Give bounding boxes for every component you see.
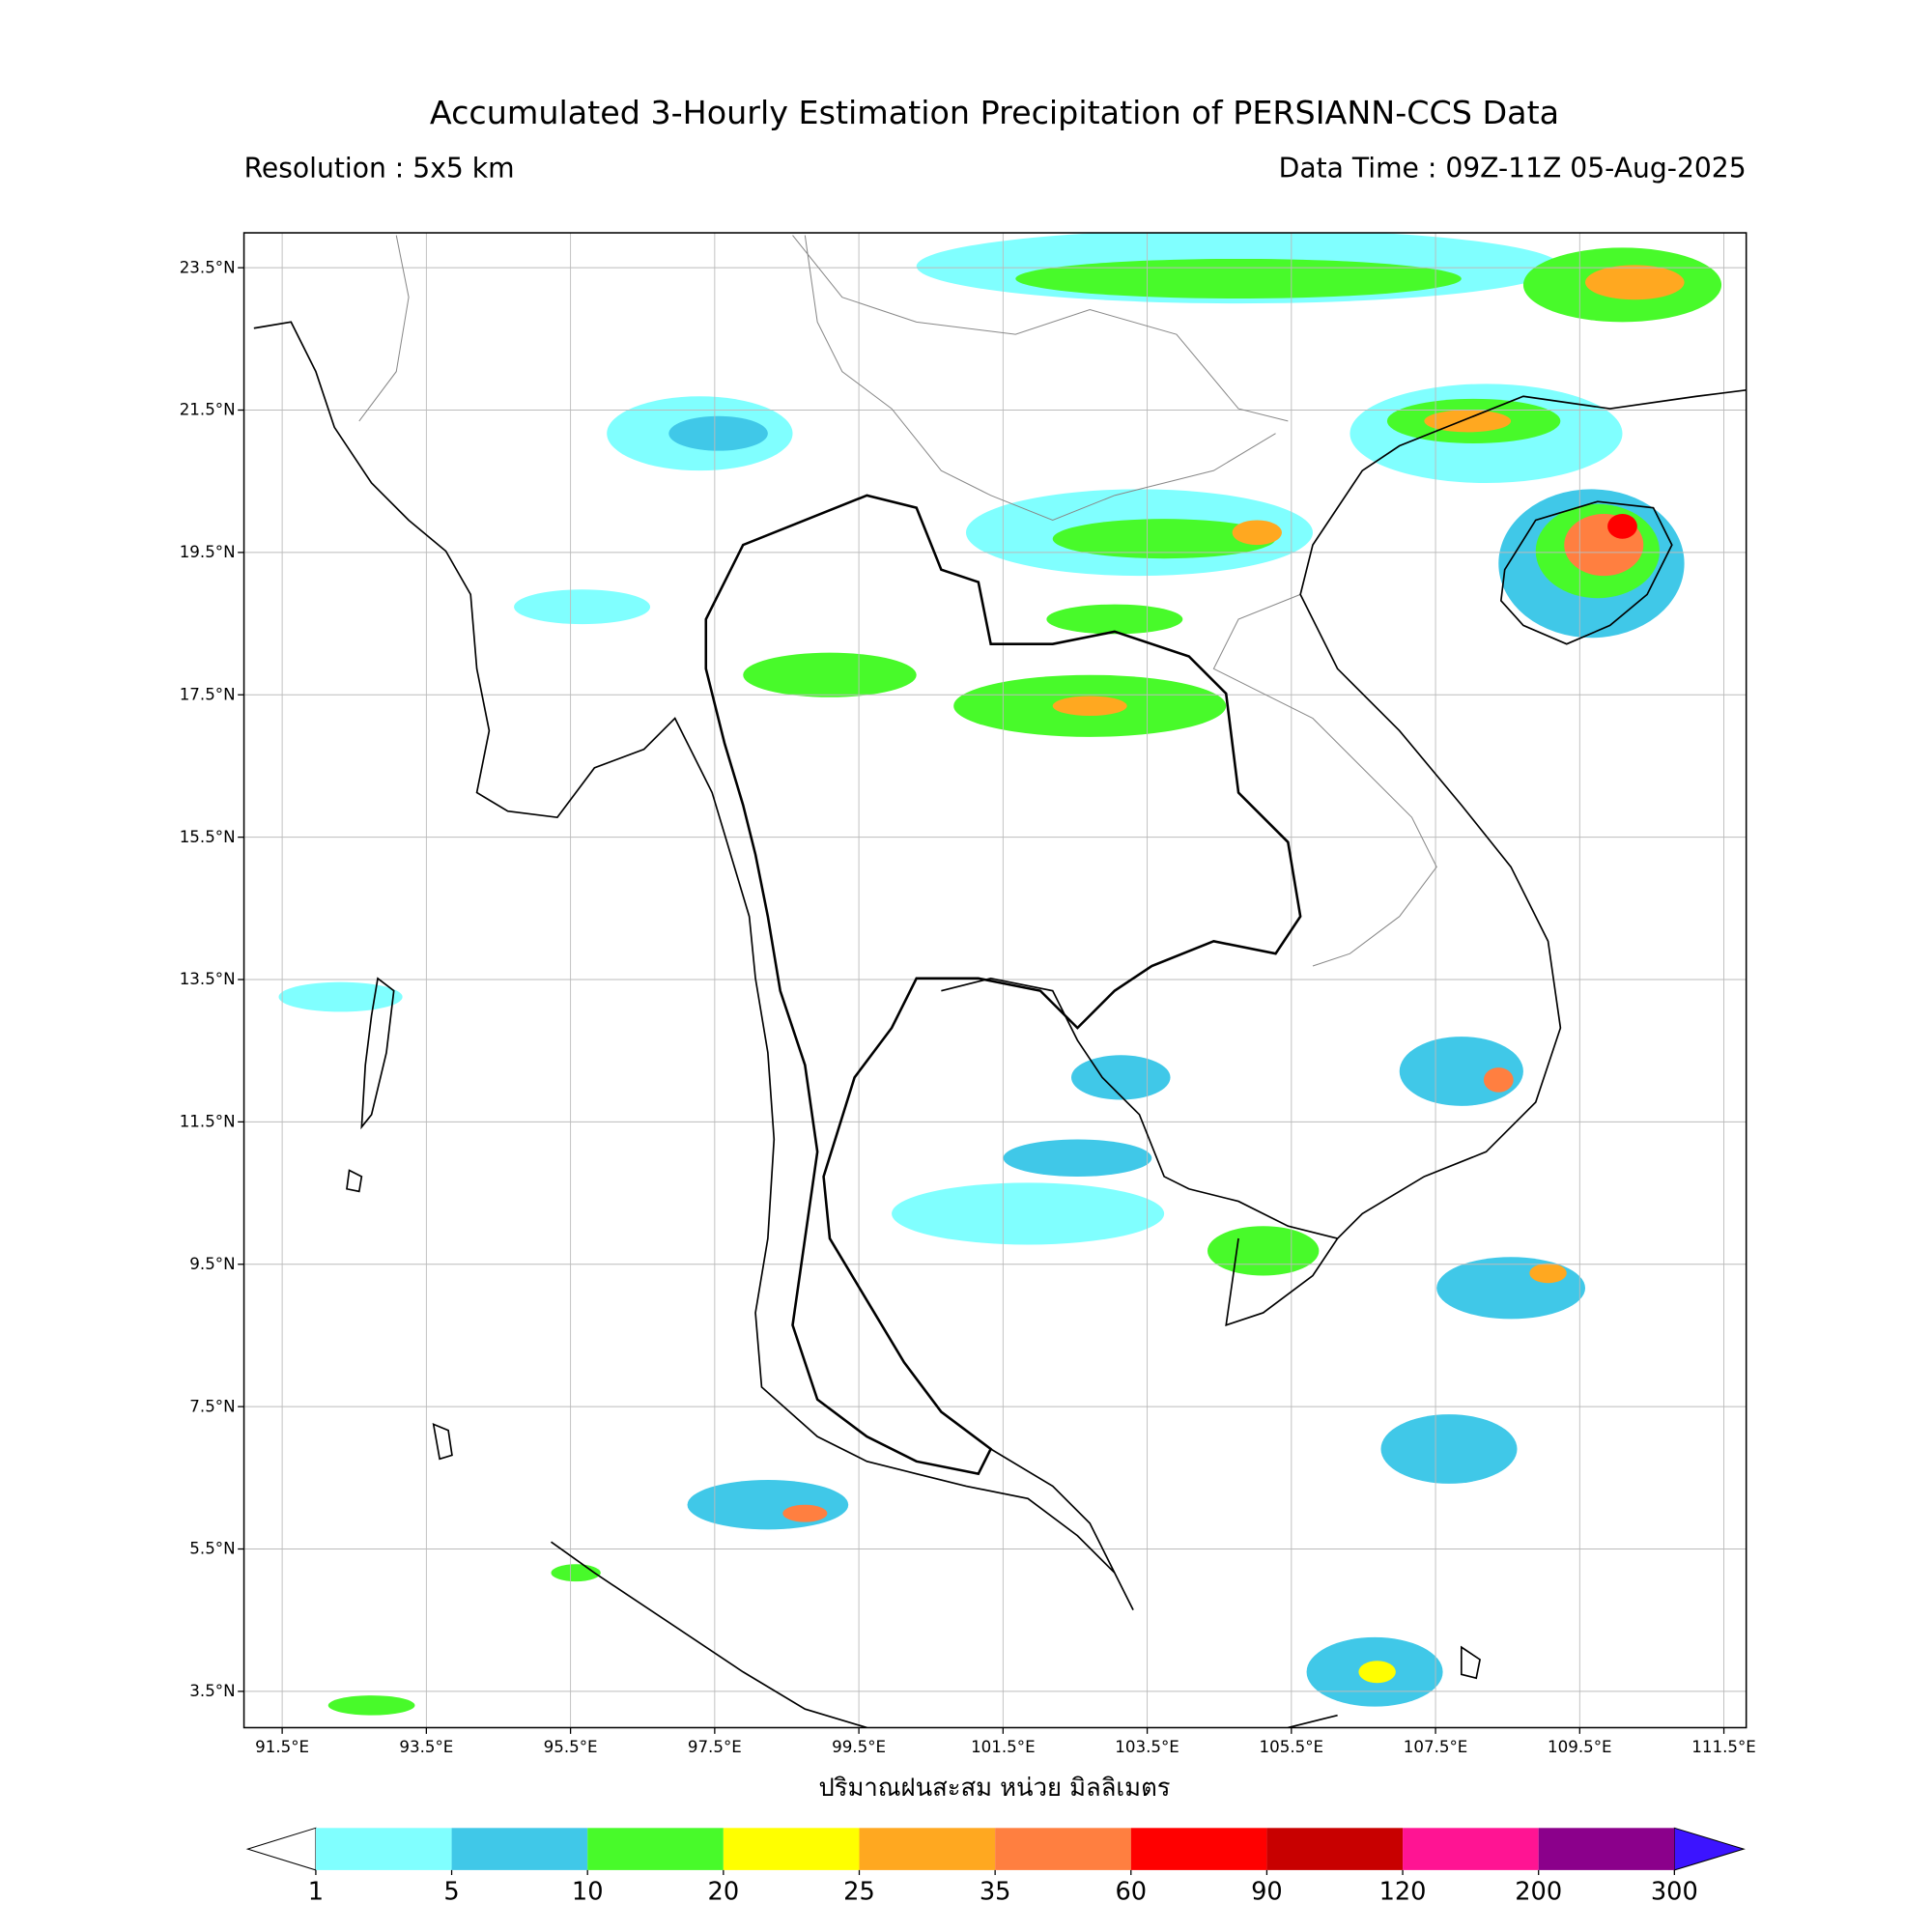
colorbar-segment — [995, 1828, 1131, 1870]
colorbar-segment — [451, 1828, 588, 1870]
colorbar-segment — [315, 1828, 452, 1870]
y-tick-label: 17.5°N — [180, 685, 236, 703]
coastline — [253, 321, 1747, 1728]
y-tick-label: 21.5°N — [180, 401, 236, 419]
y-tick-label: 5.5°N — [189, 1540, 235, 1558]
country-borders — [358, 235, 1437, 967]
colorbar-label: 25 — [843, 1878, 875, 1907]
colorbar-label: 35 — [980, 1878, 1011, 1907]
y-tick-label: 23.5°N — [180, 258, 236, 276]
colorbar-label: 90 — [1251, 1878, 1283, 1907]
thailand-border — [704, 494, 1302, 1476]
y-tick-label: 9.5°N — [189, 1255, 235, 1273]
resolution: Resolution : 5x5 km — [244, 152, 515, 184]
y-tick-label: 15.5°N — [180, 828, 236, 846]
x-tick-label: 111.5°E — [1691, 1738, 1756, 1756]
colorbar-label: 20 — [708, 1878, 740, 1907]
colorbar-label: 120 — [1379, 1878, 1427, 1907]
colorbar-segment — [723, 1828, 860, 1870]
y-tick-label: 19.5°N — [180, 543, 236, 561]
x-tick-label: 99.5°E — [832, 1738, 886, 1756]
x-tick-label: 97.5°E — [688, 1738, 742, 1756]
y-tick-label: 11.5°N — [180, 1113, 236, 1131]
rain-field — [278, 233, 1722, 1716]
colorbar-label: 5 — [443, 1878, 459, 1907]
data-time: Data Time : 09Z-11Z 05-Aug-2025 — [1279, 152, 1747, 184]
colorbar-segment — [1538, 1828, 1675, 1870]
x-tick-label: 95.5°E — [544, 1738, 598, 1756]
y-tick-label: 3.5°N — [189, 1682, 235, 1700]
y-tick-label: 13.5°N — [180, 970, 236, 988]
x-axis-label: ปริมาณฝนสะสม หน่วย มิลลิเมตร — [818, 1774, 1170, 1803]
colorbar-over — [1673, 1827, 1746, 1871]
x-tick-label: 103.5°E — [1115, 1738, 1179, 1756]
colorbar-label: 60 — [1115, 1878, 1147, 1907]
x-tick-label: 93.5°E — [399, 1738, 453, 1756]
colorbar-segment — [1403, 1828, 1539, 1870]
colorbar-under — [245, 1827, 317, 1871]
x-tick-label: 109.5°E — [1548, 1738, 1612, 1756]
map-frame — [242, 232, 1747, 1729]
x-tick-label: 101.5°E — [971, 1738, 1036, 1756]
islands — [346, 977, 1481, 1680]
colorbar-segment — [859, 1828, 996, 1870]
colorbar-label: 200 — [1515, 1878, 1562, 1907]
colorbar-segment — [587, 1828, 724, 1870]
x-tick-label: 105.5°E — [1260, 1738, 1324, 1756]
map-area — [243, 233, 1747, 1728]
x-tick-label: 91.5°E — [255, 1738, 309, 1756]
colorbar-label: 300 — [1651, 1878, 1698, 1907]
hainan — [1499, 500, 1673, 645]
y-tick-label: 7.5°N — [189, 1397, 235, 1415]
colorbar-label: 1 — [308, 1878, 324, 1907]
colorbar-segment — [1266, 1828, 1404, 1870]
x-tick-label: 107.5°E — [1404, 1738, 1468, 1756]
title: Accumulated 3-Hourly Estimation Precipit… — [430, 94, 1559, 131]
colorbar-segment — [1130, 1828, 1267, 1870]
colorbar-label: 10 — [572, 1878, 604, 1907]
